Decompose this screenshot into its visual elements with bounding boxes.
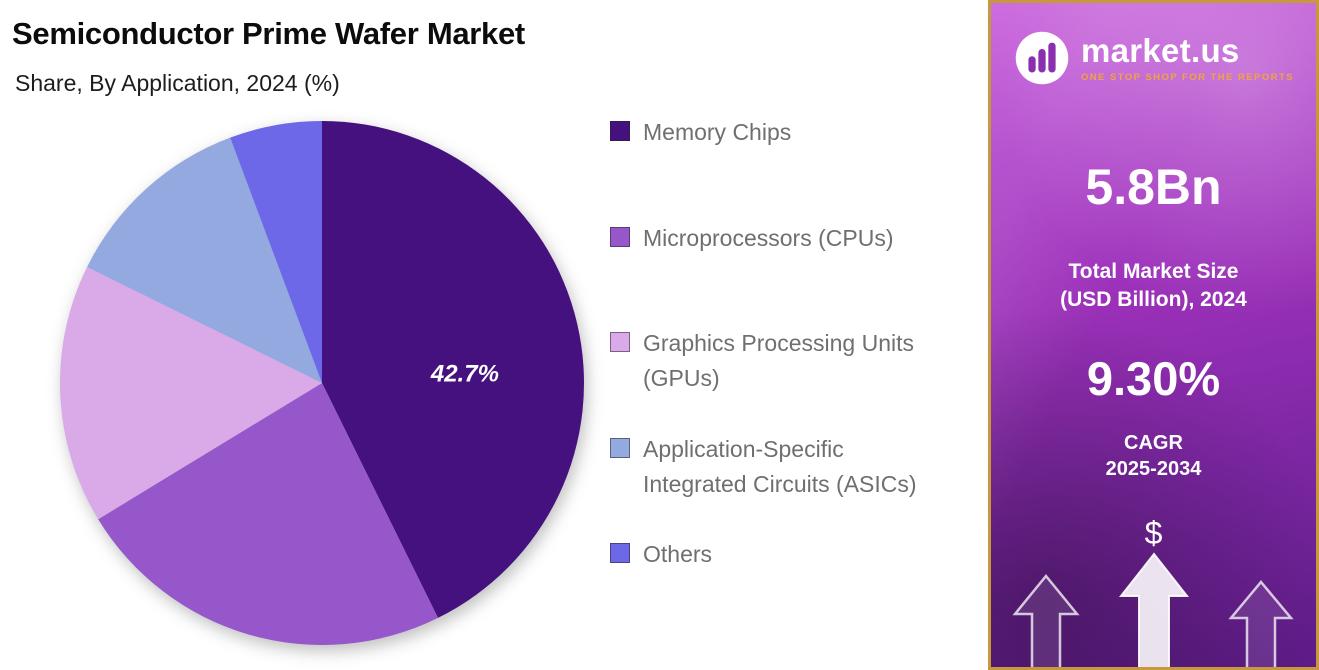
market-size-label-line1: Total Market Size: [1068, 260, 1239, 283]
brand-name: market.us: [1080, 31, 1240, 69]
pie-slice-memory-chips: [322, 121, 584, 618]
legend-swatch: [610, 121, 630, 141]
cagr-label-line1: CAGR: [1124, 432, 1183, 454]
legend-item: Application-Specific Integrated Circuits …: [610, 432, 917, 502]
legend-item: Memory Chips: [610, 115, 791, 150]
legend-item: Graphics Processing Units (GPUs): [610, 326, 914, 396]
legend-label: Memory Chips: [643, 119, 792, 145]
legend-item: Others: [610, 537, 712, 572]
pie-slice-graphics-processing-units-gpus: [60, 267, 322, 520]
cagr-value: 9.30%: [1086, 352, 1221, 405]
cagr-label-line2: 2025-2034: [1105, 458, 1202, 480]
legend-swatch: [610, 543, 630, 563]
pie-data-label: 42.7%: [430, 361, 499, 388]
legend-swatch: [610, 437, 630, 458]
chart-legend: Memory Chips Microprocessors (CPUs) Graphi…: [610, 115, 988, 655]
dollar-sign: $: [1144, 515, 1163, 551]
page-title: Semiconductor Prime Wafer Market: [12, 16, 525, 51]
cagr-label: CAGR 2025-2034: [991, 430, 1316, 482]
legend-item: Microprocessors (CPUs): [610, 221, 893, 256]
pie-chart: 42.7%: [60, 121, 584, 645]
brand-sidebar: market.us ONE STOP SHOP FOR THE REPORTS …: [988, 0, 1319, 670]
chart-subtitle: Share, By Application, 2024 (%): [15, 70, 340, 96]
brand-tagline: ONE STOP SHOP FOR THE REPORTS: [1080, 71, 1295, 83]
market-size-value: 5.8Bn: [1085, 159, 1222, 215]
legend-label: Others: [643, 541, 713, 567]
legend-swatch: [610, 332, 630, 352]
pie-slice-microprocessors-cpus: [98, 383, 439, 645]
legend-label: Application-Specific Integrated Circuits …: [643, 435, 917, 497]
market-size-label: Total Market Size (USD Billion), 2024: [991, 258, 1316, 315]
legend-label: Microprocessors (CPUs): [643, 224, 894, 251]
pie-slice-others: [230, 121, 322, 383]
marketus-logo-icon: [1015, 31, 1069, 85]
market-size-label-line2: (USD Billion), 2024: [1060, 288, 1247, 312]
growth-arrows-icon: [1012, 552, 1294, 667]
logo-row: market.us ONE STOP SHOP FOR THE REPORTS: [991, 29, 1316, 87]
legend-swatch: [610, 226, 630, 247]
pie-slice-application-specific-integrated-circuits-asics: [87, 137, 322, 383]
chart-panel: Semiconductor Prime Wafer Market Share, …: [12, 16, 988, 655]
logo-texts: market.us ONE STOP SHOP FOR THE REPORTS: [1081, 34, 1294, 83]
legend-label: Graphics Processing Units (GPUs): [643, 330, 914, 391]
